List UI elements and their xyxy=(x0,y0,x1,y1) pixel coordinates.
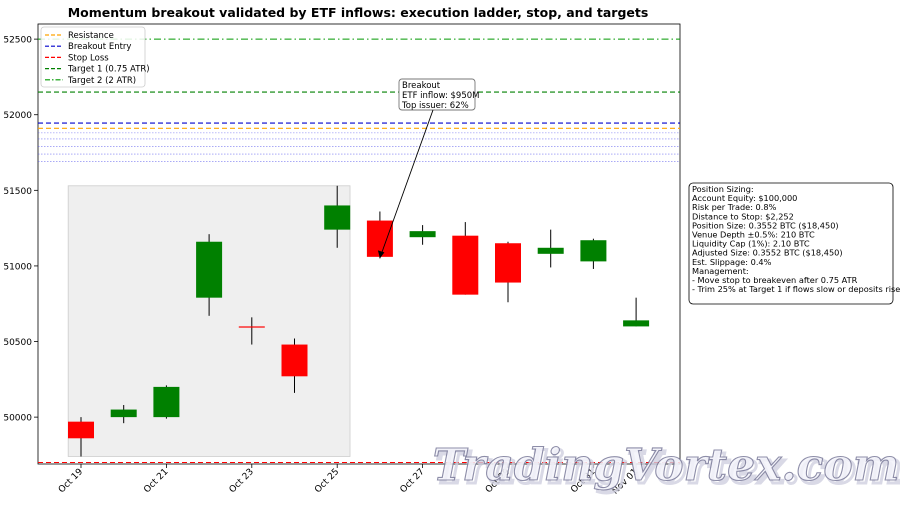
y-tick-label: 51000 xyxy=(3,262,32,272)
candle-body xyxy=(495,243,521,283)
candle-body xyxy=(623,320,650,327)
x-tick-label: Oct 21 xyxy=(142,467,170,495)
chart-title: Momentum breakout validated by ETF inflo… xyxy=(68,5,649,20)
candle-body xyxy=(324,205,351,230)
y-tick-label: 50000 xyxy=(3,414,32,424)
candle-body xyxy=(68,421,94,439)
sizing-line: - Move stop to breakeven after 0.75 ATR xyxy=(692,275,858,285)
candle-body xyxy=(281,344,308,377)
legend-label: Target 1 (0.75 ATR) xyxy=(67,65,150,75)
sizing-line: Risk per Trade: 0.8% xyxy=(692,202,777,212)
annotation-text: ETF inflow: $950M xyxy=(402,91,479,101)
sizing-line: Management: xyxy=(692,266,749,276)
legend-label: Breakout Entry xyxy=(68,42,131,52)
x-tick-label: Oct 23 xyxy=(228,467,256,495)
x-tick-label: Oct 25 xyxy=(313,467,341,495)
sizing-line: - Trim 25% at Target 1 if flows slow or … xyxy=(692,284,900,294)
candle-body xyxy=(537,247,564,254)
annotation-text: Breakout xyxy=(402,81,441,91)
watermark-text: TradingVortex.com xyxy=(433,440,900,491)
consolidation-box-layer xyxy=(67,185,351,457)
sizing-line: Venue Depth ±0.5%: 210 BTC xyxy=(692,230,815,240)
candle-body xyxy=(238,326,265,328)
annotation-arrow xyxy=(381,109,434,253)
candle-body xyxy=(409,231,436,238)
candle-body xyxy=(196,241,223,298)
sizing-line: Account Equity: $100,000 xyxy=(692,193,797,203)
annotation-box xyxy=(398,78,476,111)
candle-body xyxy=(580,240,607,262)
sizing-line: Position Size: 0.3552 BTC ($18,450) xyxy=(692,220,839,230)
y-tick-label: 52500 xyxy=(3,36,32,46)
level-lines-layer xyxy=(38,38,680,464)
x-tick-label: Oct 19 xyxy=(57,467,85,495)
legend-frame xyxy=(40,26,146,88)
sizing-line: Est. Slippage: 0.4% xyxy=(692,257,772,267)
legend-label: Target 2 (2 ATR) xyxy=(67,76,136,86)
watermark-shadow: TradingVortex.com xyxy=(436,443,900,494)
watermark-group: TradingVortex.com TradingVortex.com xyxy=(432,439,900,495)
sizing-line: Liquidity Cap (1%): 2.10 BTC xyxy=(692,239,810,249)
candle-body xyxy=(110,409,137,418)
candle-body xyxy=(452,235,479,295)
y-tick-label: 50500 xyxy=(3,338,32,348)
y-tick-label: 51500 xyxy=(3,187,32,197)
candle-body xyxy=(366,220,393,257)
x-tick-label: Oct 27 xyxy=(399,467,427,495)
consolidation-box xyxy=(67,185,351,457)
sizing-line: Distance to Stop: $2,252 xyxy=(692,211,794,221)
annotation-text: Top issuer: 62% xyxy=(401,101,469,111)
y-tick-label: 52000 xyxy=(3,111,32,121)
sizing-line: Adjusted Size: 0.3552 BTC ($18,450) xyxy=(692,248,843,258)
legend-label: Stop Loss xyxy=(68,53,109,63)
annotation-arrowhead xyxy=(377,250,385,259)
candles-layer xyxy=(68,185,650,457)
candle-body xyxy=(153,386,180,418)
legend-label: Resistance xyxy=(68,31,114,41)
sizing-frame xyxy=(688,182,894,305)
sizing-line: Position Sizing: xyxy=(692,184,754,194)
position-sizing-box: Position Sizing:Account Equity: $100,000… xyxy=(688,182,900,305)
